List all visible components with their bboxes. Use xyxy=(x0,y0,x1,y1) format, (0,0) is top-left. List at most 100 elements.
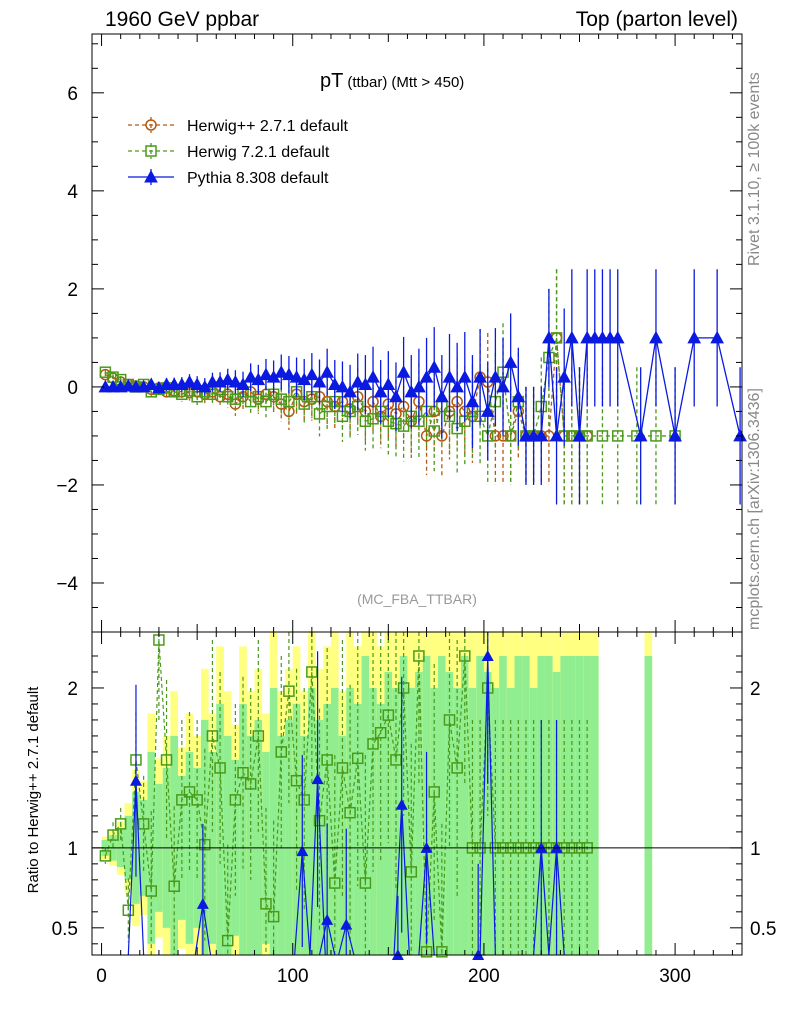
pythia-point xyxy=(473,370,487,383)
ratio-herwig7-point xyxy=(390,754,402,766)
ratio-herwig7-point xyxy=(405,866,418,878)
ratio-band-green xyxy=(239,703,247,955)
ratio-band-green xyxy=(285,719,293,955)
ratio-band-green xyxy=(644,655,653,955)
herwig7-point xyxy=(260,395,272,408)
ratio-herwig7-point xyxy=(413,650,425,662)
pythia-point xyxy=(496,379,510,393)
pythia-point xyxy=(335,379,350,393)
upper-data-group xyxy=(98,269,747,505)
herwig7-point xyxy=(221,390,234,403)
ratio-herwig7-point xyxy=(145,885,158,897)
herwig7-point xyxy=(611,430,624,442)
ratio-herwig7-point xyxy=(298,794,310,806)
legend-label-herwig7: Herwig 7.2.1 default xyxy=(187,144,330,161)
x-tick-label: 100 xyxy=(277,966,309,987)
legend-label-herwigpp: Herwig++ 2.7.1 default xyxy=(187,118,349,135)
ratio-herwig7-point xyxy=(306,666,318,678)
ratio-herwig7-point xyxy=(199,838,211,851)
ratio-herwig7-point xyxy=(99,850,112,862)
pythia-point xyxy=(320,365,334,378)
ratio-herwig7-point xyxy=(428,786,440,798)
pythia-point xyxy=(435,389,449,403)
herwig7-point xyxy=(313,408,326,420)
ratio-herwig7-point xyxy=(191,794,203,806)
ratio-herwig7-series xyxy=(99,632,593,958)
ratio-herwig7-point xyxy=(267,910,280,923)
ratio-herwig7-point xyxy=(137,818,150,830)
watermark-label: (MC_FBA_TTBAR) xyxy=(357,591,477,607)
pythia-point xyxy=(305,367,319,381)
legend-pythia-point xyxy=(144,169,158,183)
ratio-herwig7-point xyxy=(237,766,249,779)
ratio-pythia-point xyxy=(311,773,324,785)
ratio-tick-label-right: 1 xyxy=(750,839,761,860)
ratio-pythia-point xyxy=(296,845,309,857)
pythia-point xyxy=(236,377,250,390)
y-tick-label: 2 xyxy=(67,280,78,301)
ratio-herwig7-point xyxy=(336,762,349,774)
pythia-point xyxy=(649,330,663,344)
pythia-point xyxy=(534,428,549,442)
plot-title-main: pT xyxy=(320,70,343,92)
pythia-point xyxy=(427,360,442,373)
pythia-point xyxy=(511,389,526,403)
y-tick-label: 0 xyxy=(67,378,78,399)
y-tick-label: 6 xyxy=(67,84,78,105)
pythia-point xyxy=(190,377,204,390)
ratio-herwig7-point xyxy=(114,818,127,830)
pythia-point xyxy=(668,428,682,442)
herwig7-point xyxy=(359,415,372,427)
herwig7-point xyxy=(504,430,517,442)
pythia-point xyxy=(381,377,396,390)
ratio-herwig7-point xyxy=(122,904,135,916)
pythia-point xyxy=(450,379,464,393)
ratio-herwig7-point xyxy=(397,682,410,694)
pythia-point xyxy=(243,370,258,383)
ratio-tick-label-right: 2 xyxy=(750,679,761,700)
ratio-band-green xyxy=(438,655,446,955)
pythia-series xyxy=(98,269,747,505)
legend-herwig7-point xyxy=(145,145,157,157)
ratio-data-group xyxy=(99,632,593,960)
ratio-herwig7-point xyxy=(260,898,272,910)
ratio-herwig7-point xyxy=(221,934,234,947)
ratio-herwig7-point xyxy=(459,650,471,662)
y-tick-label: 4 xyxy=(67,182,78,203)
ratio-herwig7-point xyxy=(252,730,265,742)
ratio-herwig7-point xyxy=(359,877,372,889)
ratio-herwig7-point xyxy=(214,762,226,774)
ratio-herwig7-point xyxy=(176,794,188,806)
pythia-point xyxy=(396,365,411,378)
pythia-point xyxy=(572,428,587,442)
ratio-tick-label-left: 0.5 xyxy=(52,919,78,940)
ratio-herwig7-point xyxy=(351,752,364,765)
ratio-herwig7-point xyxy=(290,774,303,787)
ratio-band-green xyxy=(384,671,393,955)
ratio-herwig7-point xyxy=(382,709,395,721)
pythia-point xyxy=(565,330,579,344)
ratio-herwig7-point xyxy=(321,754,333,766)
pythia-point xyxy=(289,370,304,383)
pythia-point xyxy=(549,428,564,442)
pythia-point xyxy=(121,378,136,392)
pythia-point xyxy=(144,377,159,390)
ratio-band-green xyxy=(170,735,179,955)
pythia-point xyxy=(343,384,357,398)
ratio-herwig7-point xyxy=(283,685,295,697)
ratio-band-green xyxy=(308,687,316,955)
ratio-band-green xyxy=(483,671,492,955)
ratio-pythia-point xyxy=(129,774,142,786)
pythia-point xyxy=(228,374,243,388)
herwig7-point xyxy=(596,430,609,442)
ratio-band-green xyxy=(445,671,454,955)
ratio-herwig7-point xyxy=(183,786,196,798)
ratio-tick-label-left: 1 xyxy=(67,839,78,860)
herwig7-point xyxy=(283,395,295,408)
ratio-band-green xyxy=(460,655,469,955)
pythia-point xyxy=(282,367,296,381)
ratio-herwig7-point xyxy=(168,880,180,892)
legend-herwigpp-point xyxy=(145,119,157,131)
pythia-point xyxy=(687,330,702,344)
